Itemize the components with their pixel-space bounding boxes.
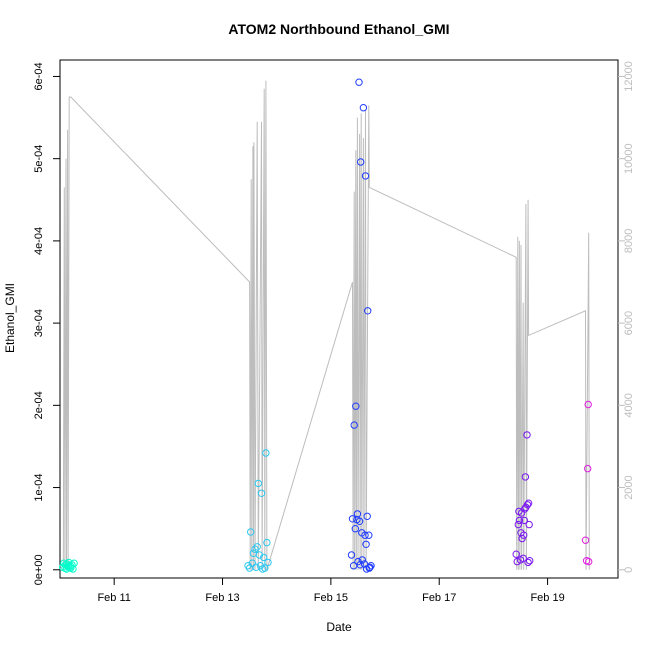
x-axis-label: Date bbox=[326, 620, 352, 634]
data-point bbox=[350, 421, 358, 429]
y2-tick-label: 10000 bbox=[623, 143, 635, 174]
data-point bbox=[359, 104, 368, 112]
data-point bbox=[515, 516, 524, 525]
data-point bbox=[585, 557, 593, 566]
data-point bbox=[523, 431, 531, 439]
y-tick-label: 5e-04 bbox=[33, 145, 45, 173]
y-tick-label: 0e+00 bbox=[33, 554, 45, 585]
data-point bbox=[361, 172, 370, 180]
y-tick-label: 4e-04 bbox=[33, 227, 45, 255]
y2-tick-label: 0 bbox=[623, 567, 635, 573]
altitude-track bbox=[62, 80, 590, 570]
data-point bbox=[356, 561, 364, 569]
data-point bbox=[251, 545, 259, 553]
x-tick-label: Feb 13 bbox=[205, 592, 239, 604]
y-axis: 0e+00 1e-04 2e-04 3e-04 4e-04 5e-04 6e-04 bbox=[33, 62, 60, 585]
data-point bbox=[253, 543, 261, 551]
data-point bbox=[525, 520, 533, 529]
data-point bbox=[362, 540, 370, 548]
data-points bbox=[59, 78, 593, 573]
data-point bbox=[348, 515, 357, 523]
y-tick-label: 2e-04 bbox=[33, 391, 45, 419]
data-point bbox=[366, 563, 374, 571]
data-point bbox=[347, 551, 356, 559]
data-point bbox=[254, 479, 262, 488]
y2-tick-label: 12000 bbox=[623, 61, 635, 92]
data-point bbox=[584, 464, 592, 473]
data-point bbox=[252, 563, 260, 571]
data-point bbox=[247, 528, 255, 536]
data-point bbox=[351, 525, 359, 533]
y-tick-label: 3e-04 bbox=[33, 309, 45, 337]
chart-title: ATOM2 Northbound Ethanol_GMI bbox=[228, 21, 449, 37]
data-point bbox=[365, 531, 373, 539]
data-point bbox=[257, 489, 266, 497]
x-tick-label: Feb 11 bbox=[97, 592, 130, 604]
data-point bbox=[514, 520, 522, 529]
data-point bbox=[512, 550, 520, 558]
x-tick-label: Feb 19 bbox=[530, 592, 564, 604]
y2-tick-label: 2000 bbox=[623, 475, 635, 499]
x-tick-label: Feb 15 bbox=[314, 592, 348, 604]
data-point bbox=[355, 78, 363, 86]
data-point bbox=[255, 551, 264, 559]
data-point bbox=[352, 402, 360, 410]
data-point bbox=[363, 512, 371, 520]
data-point bbox=[248, 559, 257, 567]
data-point bbox=[364, 307, 372, 315]
data-point bbox=[360, 560, 369, 568]
data-point bbox=[526, 557, 534, 565]
altitude-line bbox=[62, 80, 590, 570]
data-point bbox=[581, 536, 590, 544]
data-point bbox=[519, 554, 527, 562]
data-point bbox=[521, 473, 530, 481]
data-point bbox=[260, 553, 268, 562]
y2-tick-label: 6000 bbox=[623, 311, 635, 335]
y-axis-label: Ethanol_GMI bbox=[3, 283, 17, 353]
data-point bbox=[353, 510, 362, 518]
data-point bbox=[524, 499, 533, 507]
plot-frame bbox=[59, 59, 619, 579]
data-point bbox=[361, 531, 369, 539]
x-axis: Feb 11 Feb 13 Feb 15 Feb 17 Feb 19 bbox=[97, 577, 565, 604]
data-point bbox=[355, 517, 364, 525]
data-point bbox=[357, 158, 365, 166]
data-point bbox=[263, 538, 271, 547]
data-point bbox=[70, 559, 78, 567]
data-point bbox=[584, 400, 592, 409]
data-point bbox=[261, 564, 269, 572]
data-point bbox=[524, 558, 532, 567]
data-point bbox=[520, 531, 528, 539]
data-point bbox=[264, 558, 272, 567]
data-point bbox=[520, 516, 528, 525]
y-tick-label: 1e-04 bbox=[33, 473, 45, 501]
y2-axis-altitude: 0 2000 4000 6000 8000 10000 12000 bbox=[618, 61, 635, 573]
x-tick-label: Feb 17 bbox=[422, 592, 456, 604]
data-point bbox=[68, 561, 76, 569]
data-point bbox=[358, 556, 366, 564]
y2-tick-label: 4000 bbox=[623, 393, 635, 417]
y-tick-label: 6e-04 bbox=[33, 62, 45, 90]
data-point bbox=[367, 562, 375, 570]
data-point bbox=[523, 501, 532, 509]
data-point bbox=[262, 449, 270, 457]
y2-tick-label: 8000 bbox=[623, 229, 635, 253]
